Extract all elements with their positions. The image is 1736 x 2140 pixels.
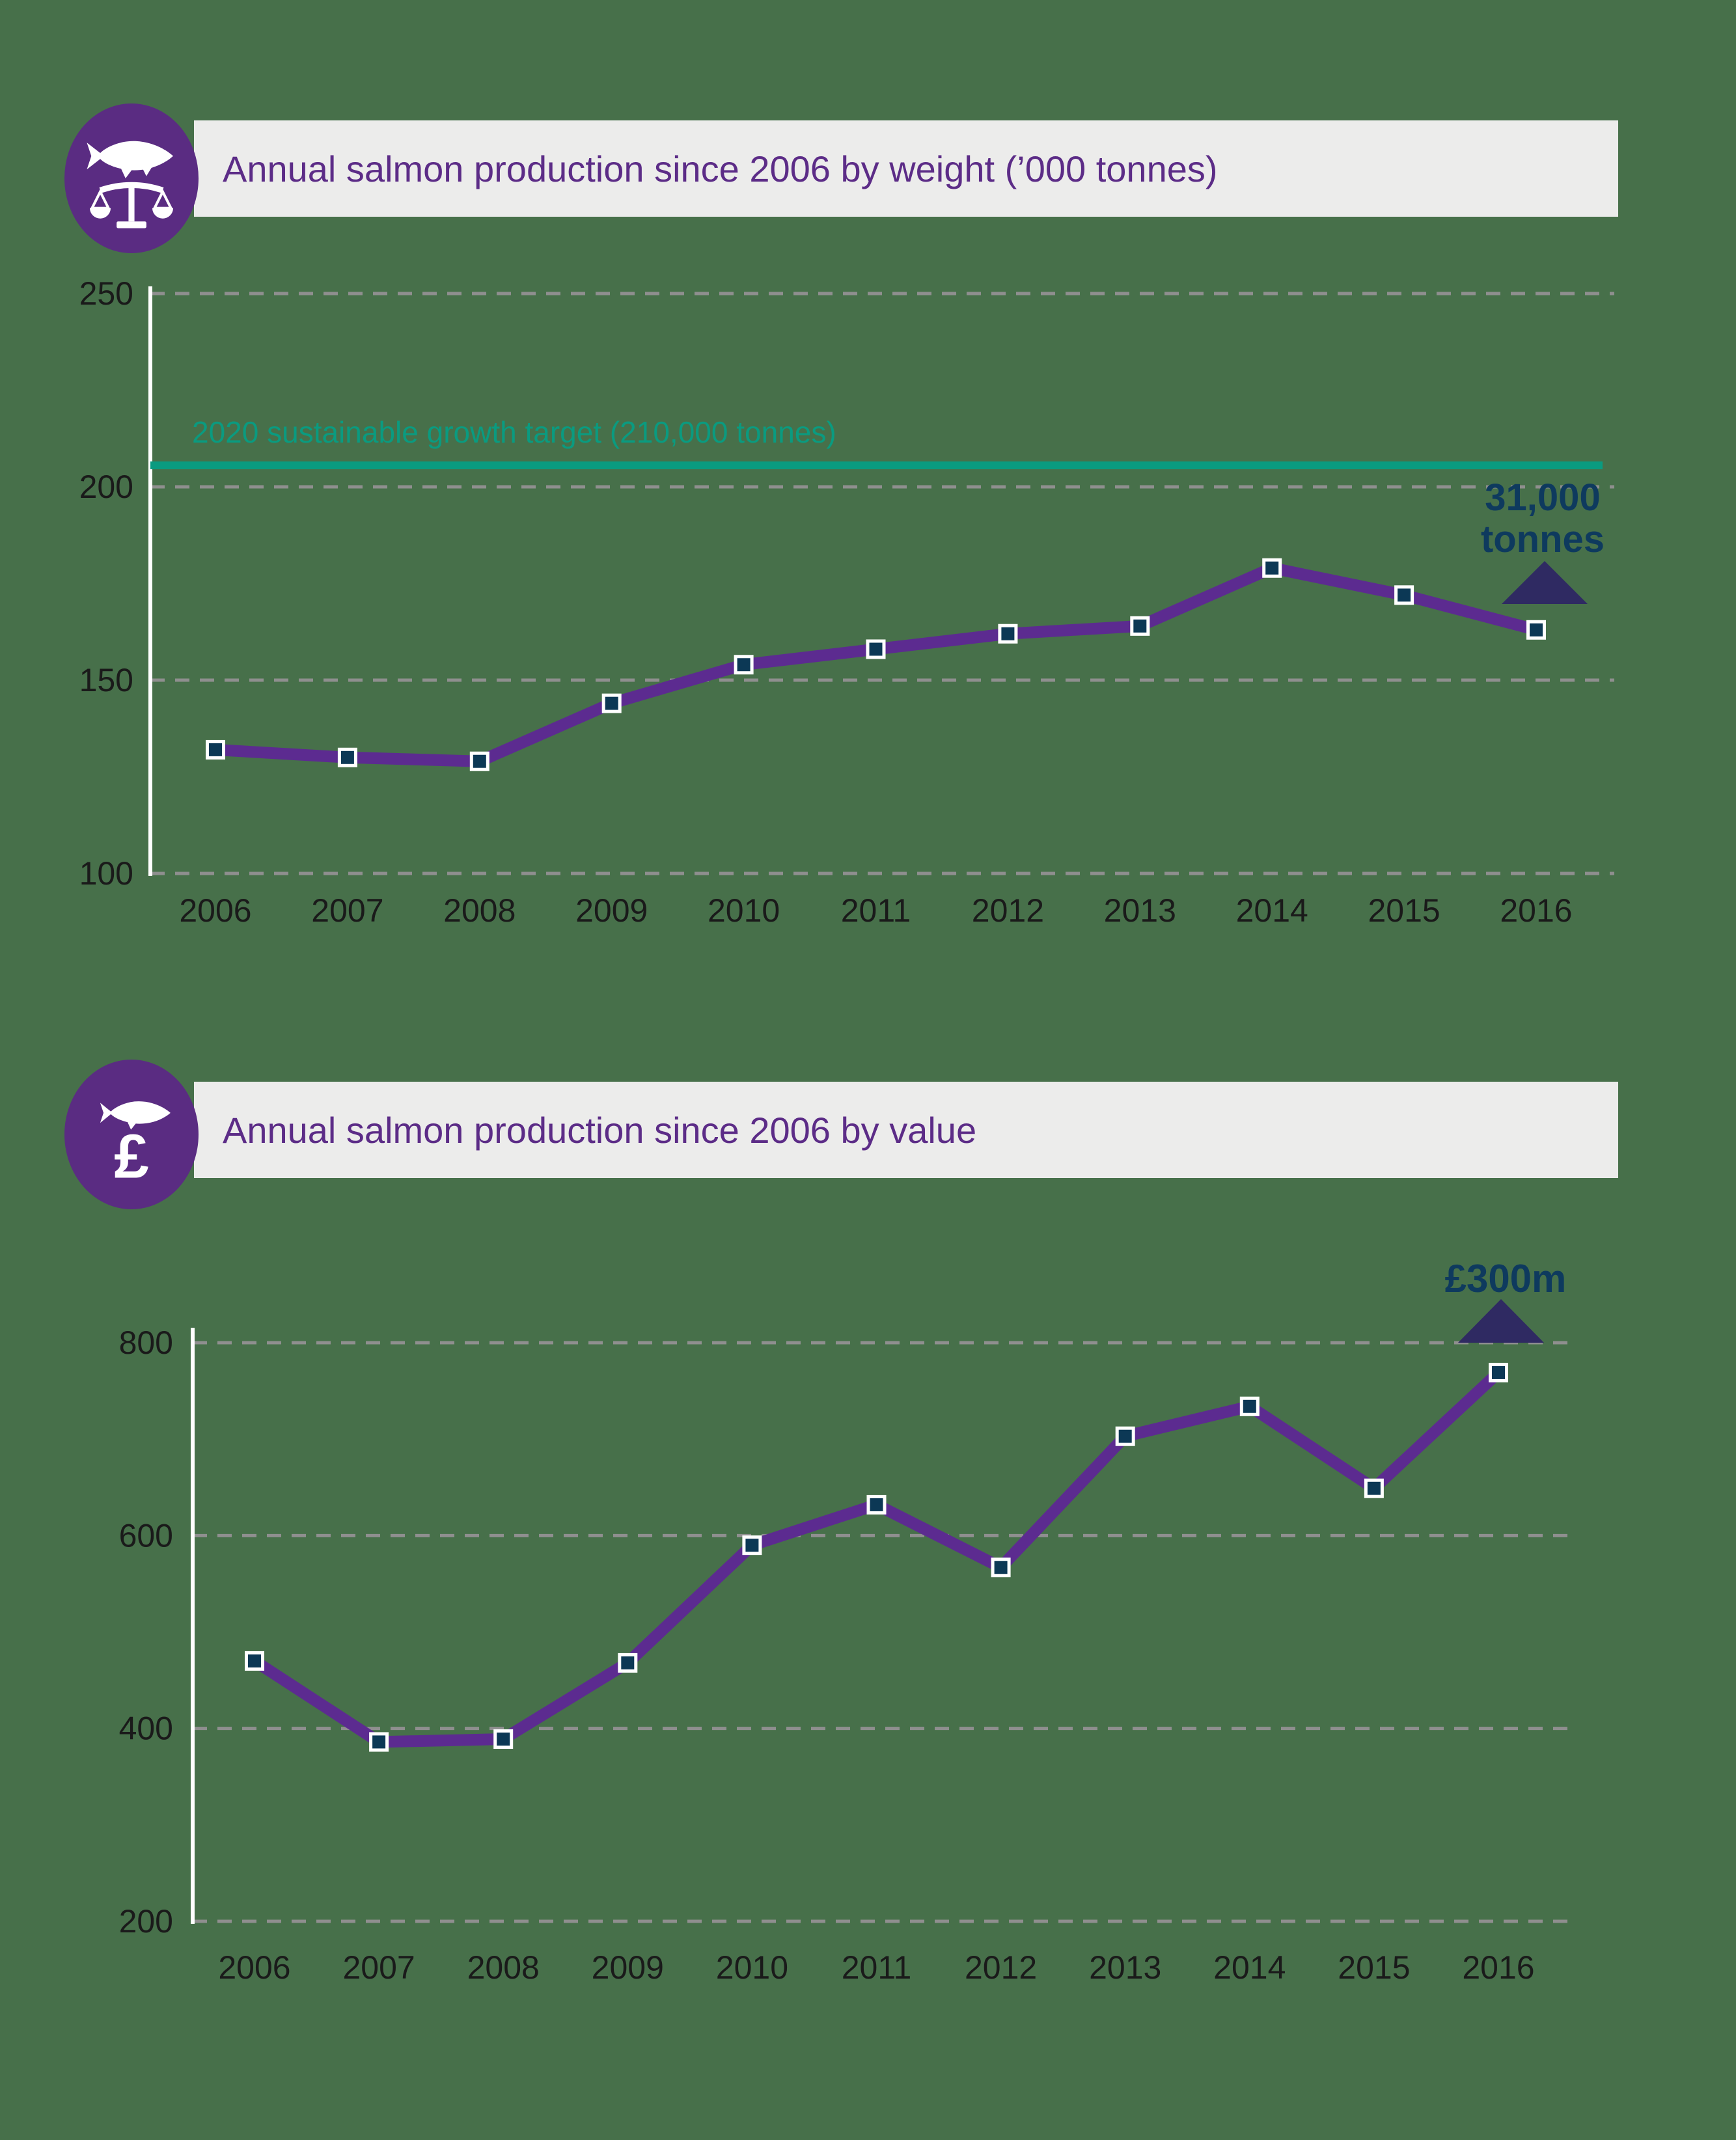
data-point-2011 xyxy=(869,642,883,656)
y-tick-label: 100 xyxy=(79,855,133,892)
y-tick-label: 400 xyxy=(119,1710,173,1747)
annotation-text: £300m xyxy=(1445,1257,1567,1300)
data-line xyxy=(251,1368,1503,1748)
chart2: 800 600 400 200 2006 2007 2008 2009 2010 2011 2012… xyxy=(119,1257,1567,1986)
fish-icon xyxy=(100,1101,171,1130)
data-point-2012 xyxy=(994,1561,1008,1574)
x-tick-label-2007: 2007 xyxy=(342,1949,415,1986)
data-point-2010 xyxy=(745,1539,759,1552)
data-point-2011 xyxy=(870,1498,883,1511)
chart1: 250 200 150 100 2020 sustainable growth targ… xyxy=(79,275,1614,929)
data-point-2013 xyxy=(1118,1429,1132,1443)
x-tick-label-2011: 2011 xyxy=(841,892,911,929)
x-tick-label-2013: 2013 xyxy=(1104,892,1176,929)
data-point-2012 xyxy=(1001,627,1015,640)
data-line xyxy=(215,562,1538,767)
x-tick-label-2010: 2010 xyxy=(708,892,780,929)
chart2-header-band: Annual salmon production since 2006 by v… xyxy=(194,1082,1618,1178)
x-tick-label-2007: 2007 xyxy=(311,892,383,929)
chart2-title: Annual salmon production since 2006 by v… xyxy=(223,1109,977,1151)
y-tick-label: 250 xyxy=(79,275,133,312)
pound-symbol: £ xyxy=(114,1121,148,1187)
x-tick-label-2009: 2009 xyxy=(592,1949,664,1986)
y-tick-label: 600 xyxy=(119,1517,173,1554)
x-tick-label-2012: 2012 xyxy=(972,892,1044,929)
x-tick-label-2015: 2015 xyxy=(1368,892,1440,929)
x-tick-label-2016: 2016 xyxy=(1500,892,1572,929)
fish-and-scales-badge xyxy=(64,103,199,253)
y-tick-label: 150 xyxy=(79,662,133,698)
data-point-2008 xyxy=(497,1732,510,1746)
x-tick-label-2010: 2010 xyxy=(716,1949,788,1986)
data-point-2010 xyxy=(737,658,751,672)
x-tick-label-2016: 2016 xyxy=(1462,1949,1534,1986)
fish-and-pound-badge: £ xyxy=(64,1060,199,1209)
increase-triangle-icon xyxy=(1502,561,1588,604)
data-point-2013 xyxy=(1133,619,1147,633)
x-tick-label-2013: 2013 xyxy=(1089,1949,1161,1986)
data-point-2015 xyxy=(1398,588,1411,602)
scales-icon xyxy=(90,182,173,228)
data-point-2007 xyxy=(372,1735,386,1749)
data-point-2006 xyxy=(248,1654,261,1667)
data-point-2016 xyxy=(1492,1365,1505,1379)
x-tick-label-2011: 2011 xyxy=(842,1949,912,1986)
x-tick-label-2006: 2006 xyxy=(179,892,251,929)
x-tick-label-2014: 2014 xyxy=(1213,1949,1286,1986)
data-point-2008 xyxy=(473,754,486,768)
data-point-2009 xyxy=(621,1656,635,1669)
y-tick-label: 200 xyxy=(79,469,133,505)
data-point-2006 xyxy=(209,743,222,756)
data-point-2009 xyxy=(605,696,618,710)
data-point-2016 xyxy=(1530,623,1543,637)
annotation-text: tonnes xyxy=(1481,518,1605,560)
x-tick-label-2009: 2009 xyxy=(575,892,648,929)
fish-icon xyxy=(87,141,173,178)
x-tick-label-2015: 2015 xyxy=(1338,1949,1410,1986)
x-tick-label-2008: 2008 xyxy=(467,1949,540,1986)
data-point-2014 xyxy=(1265,561,1279,575)
x-tick-label-2012: 2012 xyxy=(965,1949,1037,1986)
data-point-2015 xyxy=(1367,1481,1381,1495)
y-tick-label: 200 xyxy=(119,1903,173,1940)
y-tick-label: 800 xyxy=(119,1324,173,1361)
x-tick-label-2008: 2008 xyxy=(443,892,516,929)
target-label: 2020 sustainable growth target (210,000 … xyxy=(192,415,836,449)
increase-triangle-icon xyxy=(1458,1299,1544,1343)
annotation-text: 31,000 xyxy=(1485,476,1600,519)
x-tick-label-2014: 2014 xyxy=(1236,892,1308,929)
fish-and-scales-icon xyxy=(87,141,173,228)
chart1-header-band: Annual salmon production since 2006 by w… xyxy=(194,120,1618,217)
x-tick-label-2006: 2006 xyxy=(218,1949,290,1986)
chart1-title: Annual salmon production since 2006 by w… xyxy=(223,148,1218,189)
fish-and-pound-icon: £ xyxy=(100,1101,171,1187)
data-point-2014 xyxy=(1243,1399,1256,1413)
data-point-2007 xyxy=(340,750,354,764)
